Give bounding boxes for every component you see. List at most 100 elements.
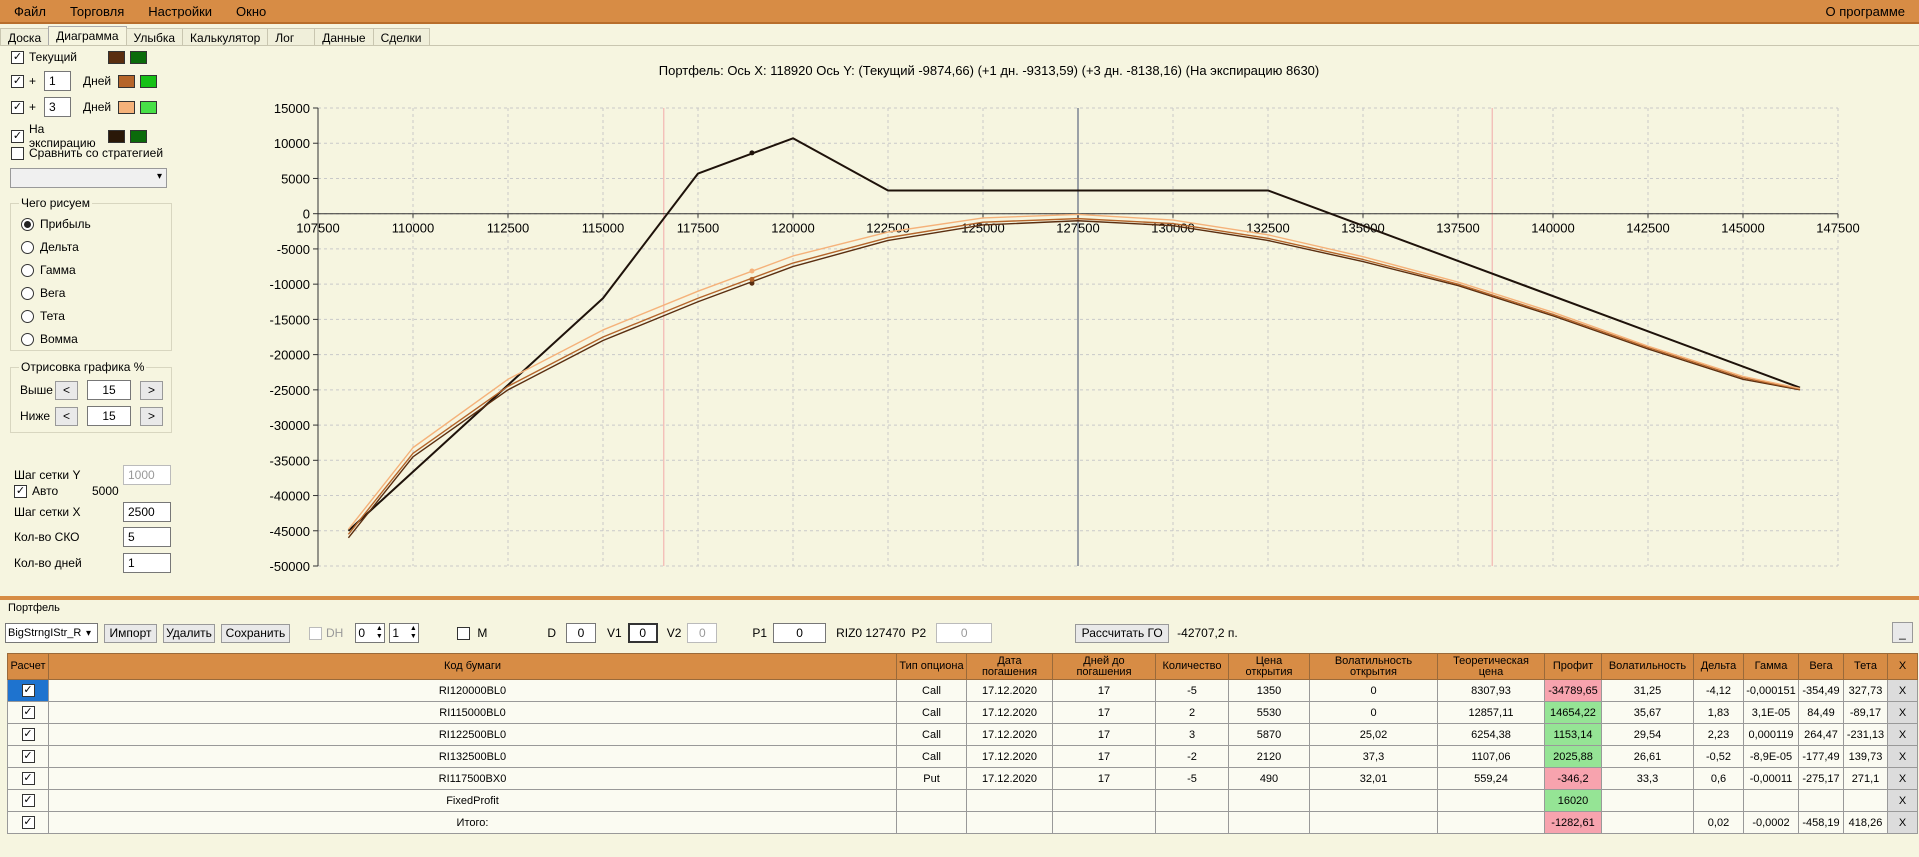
calc-checkbox[interactable]: ✓ xyxy=(21,728,35,741)
column-header[interactable]: Тип опциона xyxy=(896,653,967,680)
calc-cell[interactable]: ✓ xyxy=(7,811,49,834)
column-header[interactable]: Дельта xyxy=(1693,653,1744,680)
table-row[interactable]: ✓ RI132500BL0 Call 17.12.2020 17 -2 2120 37,3 11… xyxy=(7,745,1918,768)
compare-checkbox[interactable] xyxy=(11,146,24,160)
dh-checkbox[interactable] xyxy=(309,626,322,640)
above-increase-button[interactable]: > xyxy=(140,380,163,400)
plus1-checbox[interactable]: ✓ xyxy=(11,74,24,88)
column-header[interactable]: Код бумаги xyxy=(48,653,897,680)
radio-delta[interactable]: Дельта xyxy=(21,240,79,254)
radio-vomma[interactable]: Вомма xyxy=(21,332,78,346)
above-decrease-button[interactable]: < xyxy=(55,380,78,400)
expiry-color-swatch[interactable] xyxy=(108,129,125,143)
d-input[interactable]: 0 xyxy=(566,623,597,643)
calc-checkbox[interactable]: ✓ xyxy=(21,794,35,807)
sko-input[interactable]: 5 xyxy=(123,527,171,547)
cell-x[interactable]: X xyxy=(1887,767,1918,790)
plus3-checkbox[interactable]: ✓ xyxy=(11,100,24,114)
cell-x[interactable]: X xyxy=(1887,679,1918,702)
table-row[interactable]: ✓ RI120000BL0 Call 17.12.2020 17 -5 1350 0 8307,… xyxy=(7,679,1918,702)
tab-data[interactable]: Данные xyxy=(314,28,374,46)
radio-gamma[interactable]: Гамма xyxy=(21,263,76,277)
calc-cell[interactable]: ✓ xyxy=(7,701,49,724)
calc-checkbox[interactable]: ✓ xyxy=(21,772,35,785)
tab-board[interactable]: Доска xyxy=(0,28,50,46)
column-header[interactable]: Волатильность открытия xyxy=(1309,653,1438,680)
current-checkbox[interactable]: ✓ xyxy=(11,50,24,64)
tab-diagram[interactable]: Диаграмма xyxy=(48,26,127,46)
plus1-days-input[interactable]: 1 xyxy=(44,71,71,91)
column-header[interactable]: Гамма xyxy=(1743,653,1799,680)
grid-x-input[interactable]: 2500 xyxy=(123,502,171,522)
import-button[interactable]: Импорт xyxy=(104,623,157,643)
expiry-color-swatch-2[interactable] xyxy=(130,129,147,143)
column-header[interactable]: Профит xyxy=(1544,653,1602,680)
column-header[interactable]: Дней до погашения xyxy=(1052,653,1156,680)
calc-cell[interactable]: ✓ xyxy=(7,767,49,790)
calc-checkbox[interactable]: ✓ xyxy=(21,706,35,719)
table-row[interactable]: ✓ Итого: -1282,61 0,02 -0,0002 -458,19 418,26 X xyxy=(7,811,1918,834)
calc-checkbox[interactable]: ✓ xyxy=(21,816,35,829)
plus3-color-swatch-2[interactable] xyxy=(140,100,157,114)
strategy-compare-select[interactable]: ▾ xyxy=(10,168,167,188)
tab-calculator[interactable]: Калькулятор xyxy=(182,28,269,46)
radio-profit-button[interactable] xyxy=(21,217,34,231)
table-row[interactable]: ✓ RI117500BX0 Put 17.12.2020 17 -5 490 32,01 559… xyxy=(7,767,1918,790)
plus1-color-swatch-2[interactable] xyxy=(140,74,157,88)
plus3-days-input[interactable]: 3 xyxy=(44,97,71,117)
column-header[interactable]: Вега xyxy=(1798,653,1844,680)
column-header[interactable]: Цена открытия xyxy=(1228,653,1310,680)
calc-cell[interactable]: ✓ xyxy=(7,745,49,768)
below-decrease-button[interactable]: < xyxy=(55,406,78,426)
calc-checkbox[interactable]: ✓ xyxy=(21,684,35,697)
menu-window[interactable]: Окно xyxy=(236,3,267,19)
calculate-go-button[interactable]: Рассчитать ГО xyxy=(1075,623,1170,643)
radio-vomma-button[interactable] xyxy=(21,332,34,346)
strategy-select[interactable]: BigStrngIStr_R ▾ xyxy=(5,623,98,643)
current-color-swatch[interactable] xyxy=(108,50,125,64)
grid-y-input[interactable]: 1000 xyxy=(123,465,171,485)
v2-input[interactable]: 0 xyxy=(687,623,718,643)
radio-gamma-button[interactable] xyxy=(21,263,34,277)
current-color-swatch-2[interactable] xyxy=(130,50,147,64)
menu-about[interactable]: О программе xyxy=(1825,3,1905,19)
tab-smile[interactable]: Улыбка xyxy=(125,28,184,46)
radio-vega[interactable]: Вега xyxy=(21,286,65,300)
column-header[interactable]: Теоретическая цена xyxy=(1437,653,1545,680)
calc-cell[interactable]: ✓ xyxy=(7,789,49,812)
column-header[interactable]: Дата погашения xyxy=(966,653,1053,680)
radio-delta-button[interactable] xyxy=(21,240,34,254)
column-header[interactable]: Волатильность xyxy=(1601,653,1694,680)
table-row[interactable]: ✓ FixedProfit 16020 X xyxy=(7,789,1918,812)
p1-input[interactable]: 0 xyxy=(773,623,827,643)
days-input[interactable]: 1 xyxy=(123,553,171,573)
calc-cell[interactable]: ✓ xyxy=(7,723,49,746)
cell-x[interactable]: X xyxy=(1887,745,1918,768)
spin-2[interactable]: 1 ▲ ▼ xyxy=(389,623,420,643)
plus3-color-swatch[interactable] xyxy=(118,100,135,114)
tab-log[interactable]: Лог xyxy=(267,28,316,46)
cell-x[interactable]: X xyxy=(1887,723,1918,746)
menu-trade[interactable]: Торговля xyxy=(69,3,125,19)
radio-profit[interactable]: Прибыль xyxy=(21,217,91,231)
column-header[interactable]: Расчет xyxy=(7,653,49,680)
expiry-checkbox[interactable]: ✓ xyxy=(11,129,24,143)
radio-theta[interactable]: Тета xyxy=(21,309,65,323)
calc-cell[interactable]: ✓ xyxy=(7,679,49,702)
v1-input[interactable]: 0 xyxy=(627,623,658,643)
profit-chart[interactable]: Портфель: Ось X: 118920 Ось Y: (Текущий … xyxy=(180,56,1919,596)
above-value-input[interactable]: 15 xyxy=(87,380,131,400)
delete-button[interactable]: Удалить xyxy=(163,623,215,643)
panel-splitter[interactable] xyxy=(0,596,1919,600)
save-button[interactable]: Сохранить xyxy=(221,623,290,643)
radio-vega-button[interactable] xyxy=(21,286,34,300)
column-header[interactable]: Тета xyxy=(1843,653,1888,680)
cell-x[interactable]: X xyxy=(1887,701,1918,724)
menu-file[interactable]: Файл xyxy=(14,3,46,19)
minimize-button[interactable]: _ xyxy=(1892,622,1913,643)
column-header[interactable]: X xyxy=(1887,653,1918,680)
cell-x[interactable]: X xyxy=(1887,811,1918,834)
table-row[interactable]: ✓ RI122500BL0 Call 17.12.2020 17 3 5870 25,02 62… xyxy=(7,723,1918,746)
column-header[interactable]: Количество xyxy=(1155,653,1229,680)
radio-theta-button[interactable] xyxy=(21,309,34,323)
